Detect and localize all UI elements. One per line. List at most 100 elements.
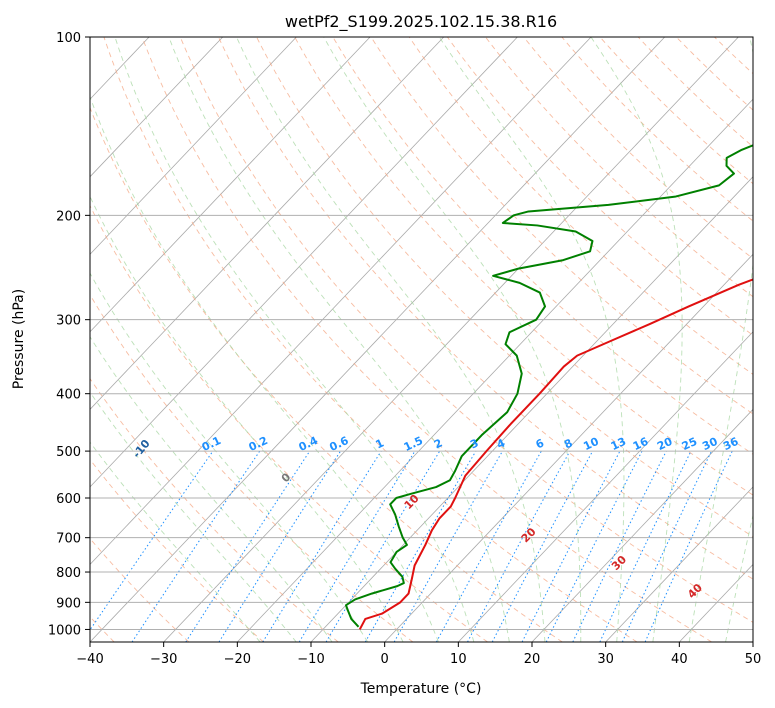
dry-adiabat-line: [90, 293, 414, 642]
y-tick-label: 600: [56, 492, 81, 507]
y-axis-title: Pressure (hPa): [11, 289, 27, 389]
mixing-ratio-line: [621, 450, 712, 642]
isotherm-line: [0, 37, 2, 642]
mixing-ratio-label: 13: [609, 435, 628, 453]
mixing-ratio-label: 30: [700, 435, 720, 453]
y-tick-label: 100: [56, 31, 81, 46]
dry-adiabat-line: [294, 37, 753, 496]
mixing-ratio-label: 4: [495, 436, 508, 451]
isotherm-line: [90, 37, 371, 333]
dry-adiabat-line: [370, 37, 753, 415]
dry-adiabat-line: [599, 37, 753, 185]
x-tick-label: 50: [745, 652, 762, 667]
isotherm-line: [90, 37, 518, 488]
temperature-profile-line: [358, 278, 753, 630]
dry-adiabat-line: [90, 106, 563, 642]
mixing-ratio-line: [545, 450, 643, 642]
isotherm-line: [458, 331, 753, 642]
dry-adiabat-line: [103, 37, 638, 642]
x-tick-label: −30: [150, 652, 177, 667]
x-tick-label: −20: [224, 652, 251, 667]
dry-adiabat-line: [256, 37, 753, 538]
y-tick-label: 700: [56, 532, 81, 547]
dry-adiabat-line: [637, 37, 753, 148]
pressure-gridlines: [90, 214, 753, 630]
x-axis-title: Temperature (°C): [360, 681, 482, 697]
dry-adiabat-line: [90, 204, 488, 642]
moist-adiabat-line: [90, 335, 333, 642]
moist-adiabat-label: 30: [609, 553, 629, 573]
moist-adiabat-line: [438, 37, 625, 642]
mixing-ratio-line: [298, 450, 416, 642]
moist-adiabat-line: [762, 37, 775, 642]
y-axis-ticks: 1000 900 800 700 600 500 400 300 200 100: [48, 31, 90, 638]
y-tick-label: 900: [56, 596, 81, 611]
moist-adiabat-label: 20: [519, 525, 539, 545]
mixing-ratio-line: [644, 450, 733, 642]
isotherm-line: [310, 176, 753, 642]
moist-adiabat-line: [236, 37, 546, 642]
x-tick-label: 40: [671, 652, 688, 667]
dry-adiabat-line: [179, 37, 753, 623]
x-tick-label: 20: [524, 652, 541, 667]
moist-adiabat-line: [90, 441, 261, 642]
mixing-ratio-label: 25: [680, 435, 699, 453]
mixing-ratio-line: [572, 450, 667, 642]
mixing-ratio-line: [467, 450, 571, 642]
moist-adiabat-line: [90, 272, 369, 642]
mixing-ratio-label: 20: [655, 435, 675, 453]
isotherm-line: [163, 37, 739, 642]
mixing-ratio-line: [218, 450, 341, 642]
moist-adiabat-line: [90, 391, 297, 642]
x-tick-label: 0: [381, 652, 389, 667]
moist-adiabat-line: [688, 37, 753, 642]
mixing-ratio-line: [393, 450, 503, 642]
moist-adiabat-label: 40: [685, 581, 705, 601]
mixing-ratio-line: [364, 450, 477, 642]
moist-adiabat-line: [114, 37, 475, 642]
isotherm-line: [90, 37, 297, 255]
plot-frame: [89, 36, 754, 643]
moist-adiabat-line: [725, 513, 753, 642]
mixing-ratio-line: [325, 450, 441, 642]
dewpoint-profile-line: [344, 144, 753, 628]
isotherm-line: [90, 37, 445, 410]
dry-adiabat-line: [90, 458, 264, 642]
y-tick-label: 1000: [48, 623, 81, 638]
mixing-ratio-line: [435, 450, 542, 642]
mixing-ratio-label: 10: [581, 435, 601, 453]
moist-adiabat-line: [168, 37, 510, 642]
y-tick-label: 300: [56, 314, 81, 329]
y-tick-label: 200: [56, 209, 81, 224]
profile-series: [344, 144, 753, 630]
y-tick-label: 800: [56, 566, 81, 581]
mixing-ratio-line: [262, 450, 382, 642]
x-axis-ticks: −40 −30 −20 −10 0 10 20 30 40 50: [76, 642, 761, 667]
dry-adiabat-line: [408, 37, 753, 375]
mixing-ratio-line: [599, 450, 692, 642]
dry-adiabat-line: [523, 37, 753, 260]
isotherm-line: [90, 37, 224, 178]
x-tick-label: 30: [597, 652, 614, 667]
dry-adiabat-line: [332, 37, 753, 455]
dry-adiabat-line: [90, 377, 339, 642]
isotherm-line: [679, 563, 753, 642]
moist-adiabat-line: [590, 37, 683, 642]
moist-adiabat-line: [90, 195, 404, 642]
y-tick-label: 400: [56, 388, 81, 403]
x-tick-label: −10: [297, 652, 324, 667]
mixing-ratio-label: 2: [432, 436, 444, 451]
isotherm-line: [237, 98, 753, 642]
isotherm-line: [384, 253, 753, 642]
x-tick-label: 10: [450, 652, 467, 667]
isotherm-line: [752, 641, 753, 642]
isotherm-line: [90, 37, 592, 566]
moist-adiabat-line: [323, 37, 582, 642]
mixing-ratio-label: 36: [721, 435, 741, 453]
background-lines: [0, 37, 775, 642]
isotherm-line: [605, 486, 753, 642]
moist-adiabat-line: [90, 95, 439, 642]
chart-title: wetPf2_S199.2025.102.15.38.R16: [285, 12, 557, 32]
isotherm-line: [90, 37, 666, 642]
